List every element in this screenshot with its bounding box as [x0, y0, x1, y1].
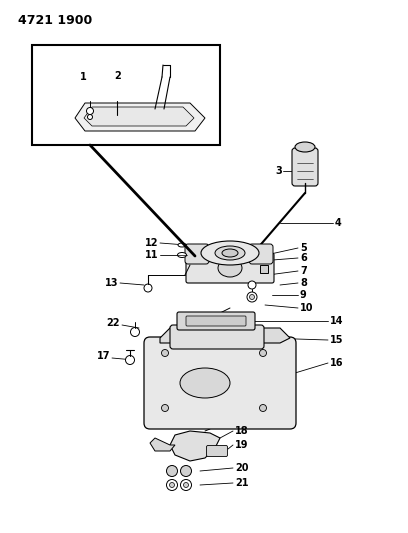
Ellipse shape — [295, 142, 315, 152]
Circle shape — [259, 405, 266, 411]
Circle shape — [180, 480, 191, 490]
FancyBboxPatch shape — [177, 312, 255, 330]
Text: 12: 12 — [144, 238, 158, 248]
Text: 6: 6 — [300, 253, 307, 263]
Polygon shape — [84, 107, 194, 126]
Text: 17: 17 — [97, 351, 110, 361]
Circle shape — [87, 115, 93, 119]
FancyBboxPatch shape — [186, 316, 246, 326]
Polygon shape — [160, 328, 290, 343]
Circle shape — [166, 465, 177, 477]
Bar — [32, 45, 220, 145]
Text: 21: 21 — [235, 478, 248, 488]
Circle shape — [184, 482, 188, 488]
Bar — [260, 265, 268, 273]
Ellipse shape — [201, 241, 259, 265]
Text: 3: 3 — [275, 166, 282, 176]
Circle shape — [166, 480, 177, 490]
Circle shape — [180, 465, 191, 477]
Circle shape — [259, 350, 266, 357]
Text: 10: 10 — [300, 303, 313, 313]
FancyBboxPatch shape — [144, 337, 296, 429]
Circle shape — [86, 108, 93, 115]
Text: 19: 19 — [235, 440, 248, 450]
Ellipse shape — [218, 259, 242, 277]
Text: 20: 20 — [235, 463, 248, 473]
Text: 2: 2 — [115, 71, 121, 81]
Ellipse shape — [180, 368, 230, 398]
Text: 4: 4 — [335, 218, 342, 228]
FancyBboxPatch shape — [292, 148, 318, 186]
Text: 8: 8 — [300, 278, 307, 288]
Polygon shape — [150, 438, 175, 451]
Text: 14: 14 — [330, 316, 344, 326]
FancyBboxPatch shape — [206, 446, 228, 456]
Text: 4721 1900: 4721 1900 — [18, 14, 92, 28]
Text: 16: 16 — [330, 358, 344, 368]
Text: 11: 11 — [144, 250, 158, 260]
Circle shape — [126, 356, 135, 365]
Circle shape — [144, 284, 152, 292]
Text: 15: 15 — [330, 335, 344, 345]
Circle shape — [162, 405, 169, 411]
Ellipse shape — [178, 243, 186, 247]
FancyBboxPatch shape — [186, 253, 274, 283]
Circle shape — [162, 350, 169, 357]
FancyBboxPatch shape — [170, 325, 264, 349]
Text: 9: 9 — [300, 290, 307, 300]
Ellipse shape — [222, 249, 238, 257]
Circle shape — [250, 295, 255, 300]
FancyBboxPatch shape — [185, 244, 209, 264]
Text: 13: 13 — [104, 278, 118, 288]
Circle shape — [247, 292, 257, 302]
Ellipse shape — [177, 253, 186, 257]
Polygon shape — [75, 103, 205, 131]
Circle shape — [131, 327, 140, 336]
Text: 1: 1 — [80, 72, 86, 82]
Circle shape — [248, 281, 256, 289]
Circle shape — [169, 482, 175, 488]
Text: 7: 7 — [300, 266, 307, 276]
Polygon shape — [170, 431, 220, 461]
FancyBboxPatch shape — [249, 244, 273, 264]
Ellipse shape — [215, 246, 245, 260]
Text: 22: 22 — [106, 318, 120, 328]
Text: 18: 18 — [235, 426, 248, 436]
Text: 5: 5 — [300, 243, 307, 253]
